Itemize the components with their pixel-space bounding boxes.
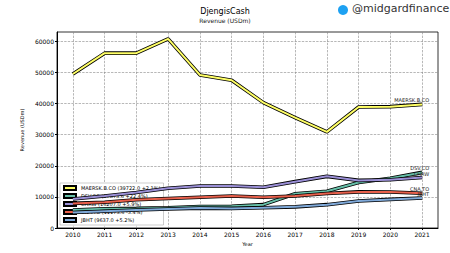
svg-text:JBHT: JBHT — [416, 191, 430, 197]
svg-text:DSV.CO: DSV.CO — [410, 165, 430, 172]
svg-text:10000: 10000 — [35, 193, 54, 200]
svg-text:20000: 20000 — [35, 162, 54, 169]
svg-text:JBHT (9637.0 +5.2%): JBHT (9637.0 +5.2%) — [80, 217, 134, 223]
svg-text:50000: 50000 — [35, 69, 54, 76]
svg-text:60000: 60000 — [35, 38, 54, 45]
svg-text:@midgardfinance: @midgardfinance — [352, 2, 449, 15]
svg-text:2014: 2014 — [192, 231, 207, 238]
svg-text:30000: 30000 — [35, 131, 54, 138]
svg-text:Revenue (USDm): Revenue (USDm) — [19, 109, 25, 152]
svg-text:2021: 2021 — [414, 231, 429, 238]
svg-text:2019: 2019 — [351, 231, 366, 238]
svg-text:2010: 2010 — [65, 231, 80, 238]
svg-text:2013: 2013 — [160, 231, 175, 238]
svg-text:CHRW: CHRW — [414, 171, 430, 177]
svg-text:CHRW (16207.0 +5.9%): CHRW (16207.0 +5.9%) — [81, 201, 142, 207]
svg-text:Year: Year — [241, 241, 254, 247]
svg-text:2012: 2012 — [129, 231, 144, 238]
svg-text:Revenue (USDm): Revenue (USDm) — [199, 17, 250, 24]
svg-text:2017: 2017 — [287, 231, 302, 238]
svg-text:2011: 2011 — [97, 231, 112, 238]
svg-text:2018: 2018 — [319, 231, 334, 238]
svg-text:40000: 40000 — [35, 100, 54, 107]
svg-text:MAERSK.B.CO: MAERSK.B.CO — [394, 97, 429, 103]
svg-text:2020: 2020 — [383, 231, 398, 238]
svg-text:DjengisCash: DjengisCash — [200, 7, 250, 16]
svg-text:CNA.TO: CNA.TO — [410, 186, 430, 193]
svg-text:2016: 2016 — [256, 231, 271, 238]
svg-text:0: 0 — [50, 225, 54, 232]
svg-text:MAERSK.B.CO (39722.0 +2.1%): MAERSK.B.CO (39722.0 +2.1%) — [81, 185, 161, 191]
svg-text:2015: 2015 — [224, 231, 239, 238]
